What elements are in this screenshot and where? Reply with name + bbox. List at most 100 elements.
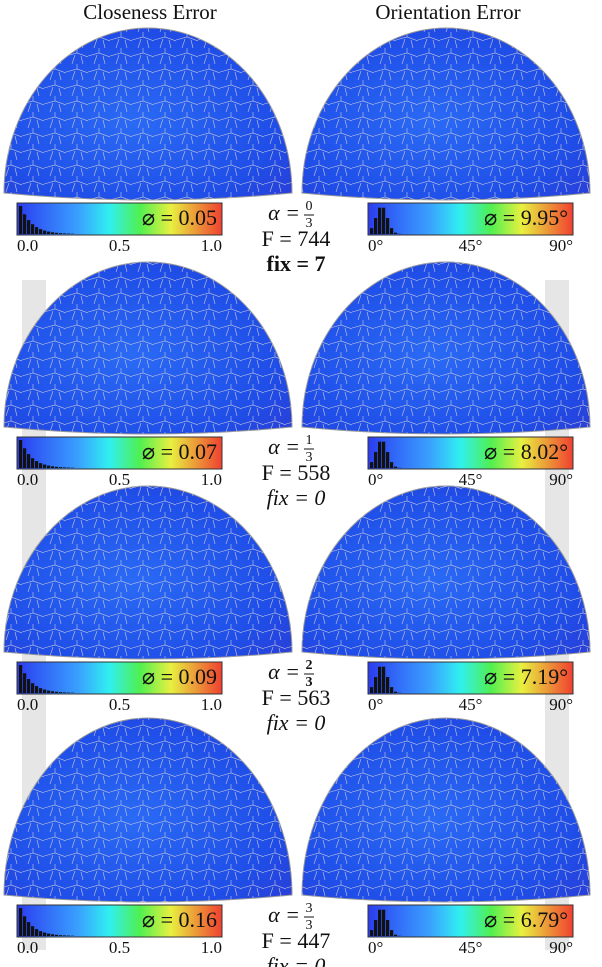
colorbar-tick-label: 0.5	[109, 470, 130, 489]
histogram-bar	[378, 667, 381, 693]
figure: Closeness Error Orientation Error ⌀ = 0.…	[0, 0, 602, 967]
histogram-bar	[374, 677, 377, 693]
alpha-label: α =	[268, 659, 300, 684]
histogram-bar	[27, 679, 30, 693]
colorbar-tick-label: 45°	[459, 470, 483, 489]
histogram-bar	[27, 220, 30, 234]
histogram-bar	[370, 687, 373, 693]
histogram-bar	[43, 231, 46, 234]
histogram-bar	[43, 690, 46, 693]
colorbar-tick-label: 1.0	[201, 938, 222, 957]
colorbar-mean: ⌀ = 7.19°	[484, 664, 568, 689]
histogram-bar	[370, 228, 373, 234]
histogram-bar	[382, 667, 385, 693]
face-count: F = 744	[262, 226, 331, 251]
histogram-bar	[23, 673, 26, 693]
histogram-bar	[35, 227, 38, 234]
histogram-bar	[23, 448, 26, 468]
colorbar-tick-label: 0°	[368, 470, 383, 489]
histogram-bar	[394, 233, 397, 234]
histogram-bar	[23, 916, 26, 936]
colorbar-tick-label: 1.0	[201, 695, 222, 714]
alpha-numerator: 3	[306, 901, 313, 916]
colorbar-tick-label: 0.0	[17, 470, 38, 489]
mesh	[4, 486, 292, 659]
alpha-label: α =	[268, 200, 300, 225]
histogram-bar	[386, 452, 389, 468]
histogram-bar	[39, 688, 42, 693]
colorbar-tick-label: 0.0	[17, 938, 38, 957]
colorbar-mean: ⌀ = 6.79°	[484, 907, 568, 932]
colorbar-tick-label: 45°	[459, 695, 483, 714]
histogram-bar	[386, 677, 389, 693]
histogram-bar	[19, 665, 22, 693]
histogram-bar	[43, 465, 46, 468]
colorbar-tick-label: 0.0	[17, 695, 38, 714]
colorbar-tick-label: 0.5	[109, 938, 130, 957]
colorbar-mean: ⌀ = 8.02°	[484, 439, 568, 464]
histogram-bar	[19, 440, 22, 468]
histogram-bar	[382, 910, 385, 936]
mesh	[4, 262, 292, 434]
histogram-bar	[59, 692, 62, 693]
colorbar-tick-label: 0°	[368, 938, 383, 957]
histogram-bar	[59, 467, 62, 468]
colorbar-tick-label: 90°	[549, 938, 573, 957]
face-count: F = 558	[262, 460, 331, 485]
histogram-bar	[31, 683, 34, 693]
histogram-bar	[55, 467, 58, 468]
histogram-bar	[47, 466, 50, 468]
fix-count: fix = 0	[267, 485, 326, 510]
histogram-bar	[386, 218, 389, 234]
histogram-bar	[59, 935, 62, 936]
histogram-bar	[378, 208, 381, 234]
histogram-bar	[47, 232, 50, 234]
colorbar-mean: ⌀ = 0.05	[142, 205, 217, 230]
colorbar-tick-label: 0°	[368, 236, 383, 255]
histogram-bar	[390, 930, 393, 936]
histogram-bar	[59, 233, 62, 234]
histogram-bar	[51, 232, 54, 234]
alpha-numerator: 2	[306, 658, 313, 673]
histogram-bar	[378, 442, 381, 468]
histogram-bar	[55, 233, 58, 234]
mesh	[4, 718, 292, 902]
histogram-bar	[63, 233, 66, 234]
histogram-bar	[31, 926, 34, 936]
colorbar-tick-label: 0.5	[109, 236, 130, 255]
face-count: F = 563	[262, 685, 331, 710]
histogram-bar	[27, 454, 30, 468]
histogram-bar	[51, 934, 54, 936]
mesh	[302, 28, 590, 200]
face-count: F = 447	[262, 928, 331, 953]
histogram-bar	[55, 935, 58, 936]
alpha-label: α =	[268, 902, 300, 927]
histogram-bar	[23, 214, 26, 234]
colorbar-tick-label: 1.0	[201, 236, 222, 255]
histogram-bar	[39, 931, 42, 936]
column-header: Closeness Error	[83, 0, 217, 24]
histogram-bar	[47, 934, 50, 936]
histogram-bar	[63, 692, 66, 693]
histogram-bar	[43, 933, 46, 936]
colorbar-tick-label: 90°	[549, 470, 573, 489]
histogram-bar	[51, 466, 54, 468]
histogram-bar	[63, 935, 66, 936]
histogram-bar	[374, 452, 377, 468]
histogram-bar	[382, 442, 385, 468]
mesh	[4, 28, 292, 200]
colorbar-mean: ⌀ = 0.16	[142, 907, 217, 932]
colorbar-mean: ⌀ = 0.09	[142, 664, 217, 689]
colorbar-tick-label: 0.0	[17, 236, 38, 255]
histogram-bar	[35, 686, 38, 693]
colorbar-tick-label: 0°	[368, 695, 383, 714]
colorbar-tick-label: 0.5	[109, 695, 130, 714]
histogram-bar	[63, 467, 66, 468]
histogram-bar	[394, 467, 397, 468]
colorbar-mean: ⌀ = 0.07	[142, 439, 217, 464]
histogram-bar	[31, 458, 34, 468]
histogram-bar	[382, 208, 385, 234]
colorbar-tick-label: 90°	[549, 695, 573, 714]
alpha-numerator: 0	[306, 199, 313, 214]
colorbar-tick-label: 45°	[459, 236, 483, 255]
